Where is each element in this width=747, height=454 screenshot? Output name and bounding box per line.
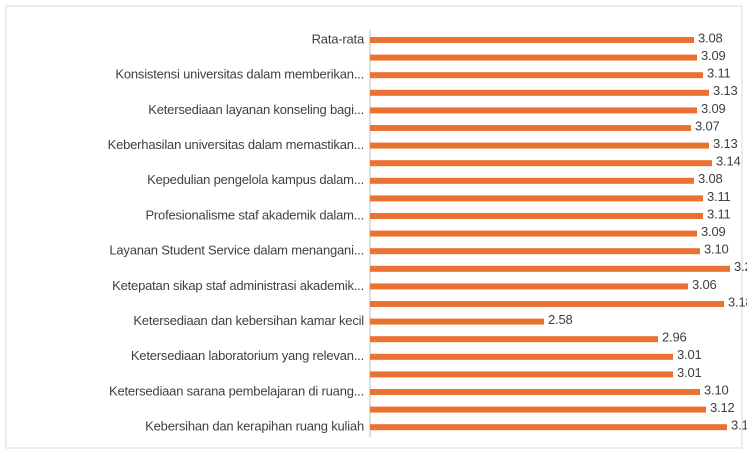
data-label: 3.10 xyxy=(704,382,729,397)
bar xyxy=(370,301,724,307)
bar xyxy=(370,336,658,343)
bar xyxy=(370,353,673,360)
bar xyxy=(370,389,700,395)
bar xyxy=(370,72,703,79)
data-label: 3.08 xyxy=(698,30,723,45)
data-label: 3.01 xyxy=(677,347,702,362)
y-tick-label: Ketersediaan dan kebersihan kamar kecil xyxy=(133,313,364,328)
data-label: 3.20 xyxy=(734,259,747,274)
bar xyxy=(370,213,703,219)
y-tick-label: Layanan Student Service dalam menangani.… xyxy=(109,243,364,258)
bar xyxy=(370,89,709,96)
data-label: 3.08 xyxy=(698,171,723,186)
y-tick-label: Kepedulian pengelola kampus dalam... xyxy=(147,172,364,187)
data-label: 3.10 xyxy=(704,242,729,257)
bar xyxy=(370,248,700,255)
y-tick-label: Kebersihan dan kerapihan ruang kuliah xyxy=(145,419,364,434)
bar xyxy=(370,107,697,114)
data-label: 2.58 xyxy=(548,312,573,327)
data-label: 3.01 xyxy=(677,365,702,380)
bar xyxy=(370,195,703,202)
data-label: 3.06 xyxy=(692,277,717,292)
data-label: 2.96 xyxy=(662,330,687,345)
data-label: 3.11 xyxy=(707,206,731,221)
data-label: 3.09 xyxy=(701,48,726,63)
bar xyxy=(370,318,544,325)
data-label: 3.09 xyxy=(701,101,726,116)
bar xyxy=(370,406,706,413)
data-label: 3.19 xyxy=(731,418,747,433)
bar xyxy=(370,177,694,184)
data-label: 3.07 xyxy=(695,118,720,133)
bar xyxy=(370,424,727,431)
data-label: 3.11 xyxy=(707,189,731,204)
y-tick-label: Ketersediaan layanan konseling bagi... xyxy=(148,102,364,117)
bar xyxy=(370,283,688,290)
data-label: 3.11 xyxy=(707,66,731,81)
y-tick-label: Profesionalisme staf akademik dalam... xyxy=(145,207,364,222)
data-label: 3.13 xyxy=(713,136,738,151)
bar xyxy=(370,142,709,149)
data-label: 3.09 xyxy=(701,224,726,239)
bar xyxy=(370,265,730,272)
y-tick-label: Ketersediaan laboratorium yang relevan..… xyxy=(131,348,364,363)
y-tick-label: Rata-rata xyxy=(312,31,365,46)
data-label: 3.18 xyxy=(728,294,747,309)
bar xyxy=(370,54,697,61)
data-label: 3.14 xyxy=(716,154,741,169)
y-tick-label: Ketersediaan sarana pembelajaran di ruan… xyxy=(109,383,364,398)
data-label: 3.13 xyxy=(713,83,738,98)
bar xyxy=(370,371,673,378)
y-tick-label: Ketepatan sikap staf administrasi akadem… xyxy=(112,278,364,293)
y-tick-label: Keberhasilan universitas dalam memastika… xyxy=(108,137,364,152)
bar xyxy=(370,37,694,43)
bar xyxy=(370,230,697,237)
y-tick-label: Konsistensi universitas dalam memberikan… xyxy=(115,67,364,82)
data-label: 3.12 xyxy=(710,400,735,415)
bar xyxy=(370,160,712,167)
bar xyxy=(370,125,691,131)
